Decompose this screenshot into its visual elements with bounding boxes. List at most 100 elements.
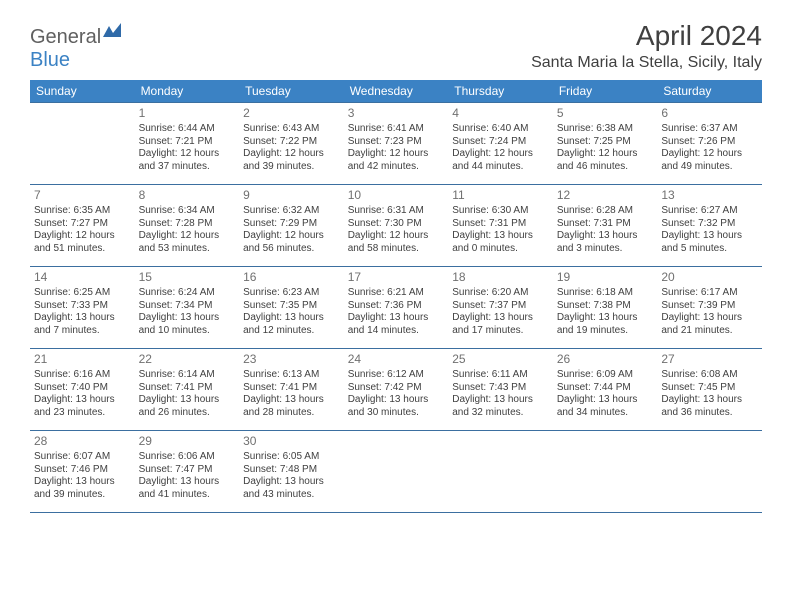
day-sunrise: Sunrise: 6:11 AM — [452, 369, 549, 382]
calendar-day-cell: 3Sunrise: 6:41 AMSunset: 7:23 PMDaylight… — [344, 103, 449, 185]
calendar-day-cell: 4Sunrise: 6:40 AMSunset: 7:24 PMDaylight… — [448, 103, 553, 185]
day-sunset: Sunset: 7:25 PM — [557, 136, 654, 149]
day-sunrise: Sunrise: 6:06 AM — [139, 451, 236, 464]
calendar-day-cell: 28Sunrise: 6:07 AMSunset: 7:46 PMDayligh… — [30, 431, 135, 513]
day-number: 19 — [557, 270, 654, 285]
calendar-day-cell: 21Sunrise: 6:16 AMSunset: 7:40 PMDayligh… — [30, 349, 135, 431]
calendar-empty-cell — [448, 431, 553, 513]
day-daylight: Daylight: 12 hours and 37 minutes. — [139, 148, 236, 173]
calendar-day-cell: 14Sunrise: 6:25 AMSunset: 7:33 PMDayligh… — [30, 267, 135, 349]
day-header: Wednesday — [344, 80, 449, 103]
day-daylight: Daylight: 12 hours and 49 minutes. — [661, 148, 758, 173]
calendar-head: SundayMondayTuesdayWednesdayThursdayFrid… — [30, 80, 762, 103]
day-daylight: Daylight: 13 hours and 17 minutes. — [452, 312, 549, 337]
calendar-day-cell: 23Sunrise: 6:13 AMSunset: 7:41 PMDayligh… — [239, 349, 344, 431]
day-sunset: Sunset: 7:30 PM — [348, 218, 445, 231]
day-daylight: Daylight: 12 hours and 53 minutes. — [139, 230, 236, 255]
calendar-page: GeneralBlue April 2024 Santa Maria la St… — [0, 0, 792, 533]
day-sunrise: Sunrise: 6:43 AM — [243, 123, 340, 136]
day-daylight: Daylight: 13 hours and 19 minutes. — [557, 312, 654, 337]
calendar-table: SundayMondayTuesdayWednesdayThursdayFrid… — [30, 80, 762, 513]
calendar-day-cell: 2Sunrise: 6:43 AMSunset: 7:22 PMDaylight… — [239, 103, 344, 185]
day-header: Friday — [553, 80, 658, 103]
day-sunset: Sunset: 7:28 PM — [139, 218, 236, 231]
calendar-body: 1Sunrise: 6:44 AMSunset: 7:21 PMDaylight… — [30, 103, 762, 513]
calendar-empty-cell — [657, 431, 762, 513]
day-number: 24 — [348, 352, 445, 367]
calendar-empty-cell — [30, 103, 135, 185]
calendar-empty-cell — [344, 431, 449, 513]
day-sunrise: Sunrise: 6:31 AM — [348, 205, 445, 218]
location: Santa Maria la Stella, Sicily, Italy — [531, 54, 762, 72]
calendar-day-cell: 12 Sunrise: 6:28 AMSunset: 7:31 PMDayligh… — [553, 185, 658, 267]
calendar-day-cell: 17Sunrise: 6:21 AMSunset: 7:36 PMDayligh… — [344, 267, 449, 349]
logo-text-blue: Blue — [30, 49, 70, 71]
day-daylight: Daylight: 13 hours and 26 minutes. — [139, 394, 236, 419]
header: GeneralBlue April 2024 Santa Maria la St… — [30, 20, 762, 72]
calendar-day-cell: 20Sunrise: 6:17 AMSunset: 7:39 PMDayligh… — [657, 267, 762, 349]
day-sunset: Sunset: 7:37 PM — [452, 300, 549, 313]
logo-text-general: General — [30, 26, 101, 48]
calendar-day-cell: 15 Sunrise: 6:24 AMSunset: 7:34 PMDayligh… — [135, 267, 240, 349]
calendar-day-cell: 22Sunrise: 6:14 AMSunset: 7:41 PMDayligh… — [135, 349, 240, 431]
day-sunset: Sunset: 7:43 PM — [452, 382, 549, 395]
day-number: 25 — [452, 352, 549, 367]
calendar-week-row: 28Sunrise: 6:07 AMSunset: 7:46 PMDayligh… — [30, 431, 762, 513]
day-daylight: Daylight: 13 hours and 41 minutes. — [139, 476, 236, 501]
day-header: Tuesday — [239, 80, 344, 103]
day-daylight: Daylight: 12 hours and 42 minutes. — [348, 148, 445, 173]
calendar-week-row: 1Sunrise: 6:44 AMSunset: 7:21 PMDaylight… — [30, 103, 762, 185]
day-number: 15 — [139, 270, 236, 285]
day-number: 2 — [243, 106, 340, 121]
logo: GeneralBlue — [30, 26, 121, 72]
day-sunrise: Sunrise: 6:30 AM — [452, 205, 549, 218]
day-daylight: Daylight: 13 hours and 28 minutes. — [243, 394, 340, 419]
day-number: 17 — [348, 270, 445, 285]
day-daylight: Daylight: 12 hours and 58 minutes. — [348, 230, 445, 255]
day-header: Monday — [135, 80, 240, 103]
day-daylight: Daylight: 13 hours and 7 minutes. — [34, 312, 131, 337]
day-daylight: Daylight: 13 hours and 0 minutes. — [452, 230, 549, 255]
day-sunset: Sunset: 7:34 PM — [139, 300, 236, 313]
calendar-week-row: 7Sunrise: 6:35 AMSunset: 7:27 PMDaylight… — [30, 185, 762, 267]
day-number: 12 — [557, 188, 654, 203]
day-sunset: Sunset: 7:46 PM — [34, 464, 131, 477]
day-sunset: Sunset: 7:44 PM — [557, 382, 654, 395]
day-sunrise: Sunrise: 6:16 AM — [34, 369, 131, 382]
day-sunset: Sunset: 7:26 PM — [661, 136, 758, 149]
day-daylight: Daylight: 13 hours and 39 minutes. — [34, 476, 131, 501]
day-sunset: Sunset: 7:38 PM — [557, 300, 654, 313]
day-number: 27 — [661, 352, 758, 367]
day-sunset: Sunset: 7:41 PM — [243, 382, 340, 395]
day-sunset: Sunset: 7:31 PM — [452, 218, 549, 231]
day-sunset: Sunset: 7:24 PM — [452, 136, 549, 149]
calendar-day-cell: 19 Sunrise: 6:18 AMSunset: 7:38 PMDayligh… — [553, 267, 658, 349]
day-daylight: Daylight: 13 hours and 30 minutes. — [348, 394, 445, 419]
day-sunrise: Sunrise: 6:18 AM — [557, 287, 654, 300]
calendar-day-cell: 9Sunrise: 6:32 AMSunset: 7:29 PMDaylight… — [239, 185, 344, 267]
day-sunrise: Sunrise: 6:27 AM — [661, 205, 758, 218]
title-block: April 2024 Santa Maria la Stella, Sicily… — [531, 20, 762, 72]
day-sunset: Sunset: 7:42 PM — [348, 382, 445, 395]
day-sunrise: Sunrise: 6:24 AM — [139, 287, 236, 300]
day-number: 20 — [661, 270, 758, 285]
calendar-day-cell: 8Sunrise: 6:34 AMSunset: 7:28 PMDaylight… — [135, 185, 240, 267]
day-daylight: Daylight: 13 hours and 10 minutes. — [139, 312, 236, 337]
day-sunset: Sunset: 7:23 PM — [348, 136, 445, 149]
day-sunset: Sunset: 7:32 PM — [661, 218, 758, 231]
day-sunset: Sunset: 7:31 PM — [557, 218, 654, 231]
day-daylight: Daylight: 13 hours and 3 minutes. — [557, 230, 654, 255]
day-sunset: Sunset: 7:27 PM — [34, 218, 131, 231]
logo-mark-icon — [103, 20, 121, 34]
day-sunset: Sunset: 7:39 PM — [661, 300, 758, 313]
day-sunrise: Sunrise: 6:38 AM — [557, 123, 654, 136]
day-sunrise: Sunrise: 6:28 AM — [557, 205, 654, 218]
day-sunrise: Sunrise: 6:07 AM — [34, 451, 131, 464]
day-sunset: Sunset: 7:45 PM — [661, 382, 758, 395]
day-sunrise: Sunrise: 6:21 AM — [348, 287, 445, 300]
day-number: 1 — [139, 106, 236, 121]
day-number: 11 — [452, 188, 549, 203]
day-sunrise: Sunrise: 6:32 AM — [243, 205, 340, 218]
calendar-week-row: 14Sunrise: 6:25 AMSunset: 7:33 PMDayligh… — [30, 267, 762, 349]
calendar-day-cell: 30Sunrise: 6:05 AMSunset: 7:48 PMDayligh… — [239, 431, 344, 513]
